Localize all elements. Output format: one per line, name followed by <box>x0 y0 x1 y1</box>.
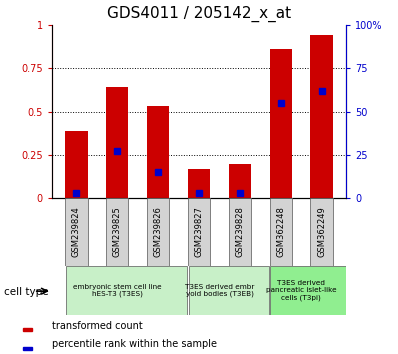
Text: GSM239824: GSM239824 <box>72 206 81 257</box>
Bar <box>65 131 88 198</box>
Bar <box>229 198 251 266</box>
Text: GSM239828: GSM239828 <box>235 206 244 257</box>
Bar <box>310 198 333 266</box>
Bar <box>229 164 251 198</box>
Bar <box>147 198 169 266</box>
Title: GDS4011 / 205142_x_at: GDS4011 / 205142_x_at <box>107 6 291 22</box>
Text: GSM362249: GSM362249 <box>317 206 326 257</box>
Text: GSM362248: GSM362248 <box>276 206 285 257</box>
Text: GSM239825: GSM239825 <box>113 206 122 257</box>
Text: transformed count: transformed count <box>52 321 142 331</box>
Text: T3ES derived
pancreatic islet-like
cells (T3pi): T3ES derived pancreatic islet-like cells… <box>266 280 337 301</box>
Text: cell type: cell type <box>4 287 49 297</box>
Text: percentile rank within the sample: percentile rank within the sample <box>52 339 217 349</box>
Bar <box>23 347 32 350</box>
Bar <box>269 198 292 266</box>
Bar <box>188 169 210 198</box>
Text: GSM239826: GSM239826 <box>154 206 163 257</box>
Bar <box>147 106 169 198</box>
Bar <box>188 198 210 266</box>
Bar <box>66 266 187 315</box>
Text: T3ES derived embr
yoid bodies (T3EB): T3ES derived embr yoid bodies (T3EB) <box>185 284 254 297</box>
Text: GSM239827: GSM239827 <box>195 206 203 257</box>
Bar <box>269 49 292 198</box>
Text: embryonic stem cell line
hES-T3 (T3ES): embryonic stem cell line hES-T3 (T3ES) <box>73 284 162 297</box>
Bar <box>189 266 269 315</box>
Bar <box>106 198 129 266</box>
Bar <box>65 198 88 266</box>
Bar <box>106 87 129 198</box>
Bar <box>270 266 351 315</box>
Bar <box>23 329 32 331</box>
Bar <box>310 35 333 198</box>
